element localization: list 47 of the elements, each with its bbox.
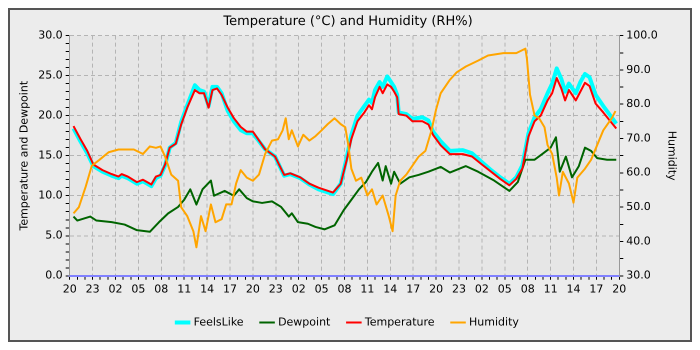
x-tick-label: 20 (62, 282, 77, 296)
y-tick-label: 25.0 (38, 68, 63, 82)
y2-tick-label: 60.0 (626, 166, 651, 179)
x-tick-label: 20 (429, 282, 444, 296)
x-tick-label: 17 (406, 282, 420, 296)
y-tick-label: 15.0 (38, 148, 63, 162)
y2-tick-label: 70.0 (626, 131, 651, 144)
x-tick-label: 23 (452, 282, 466, 296)
x-tick-label: 05 (131, 282, 146, 296)
y2-axis-title: Humidity (666, 130, 679, 182)
y2-tick-label: 90.0 (626, 62, 651, 76)
x-tick-label: 08 (520, 282, 535, 296)
legend-label: Dewpoint (278, 315, 332, 328)
chart-title: Temperature (°C) and Humidity (RH%) (222, 14, 473, 30)
x-tick-label: 14 (383, 282, 398, 296)
y-tick-label: 5.0 (45, 228, 63, 242)
x-tick-label: 08 (338, 282, 352, 296)
x-tick-label: 02 (292, 282, 306, 296)
y-axis-title: Temperature and Dewpoint (17, 80, 30, 232)
x-tick-label: 23 (86, 282, 100, 296)
y-tick-label: 30.0 (38, 28, 63, 42)
x-tick-label: 20 (612, 282, 626, 296)
x-tick-label: 05 (498, 282, 512, 296)
x-tick-label: 17 (222, 282, 237, 296)
x-tick-label: 02 (108, 282, 122, 296)
y2-tick-label: 80.0 (626, 97, 651, 110)
y-tick-label: 20.0 (38, 108, 63, 122)
y2-tick-label: 30.0 (626, 268, 651, 282)
x-tick-label: 05 (314, 282, 329, 296)
y-tick-label: 10.0 (38, 188, 63, 202)
y2-tick-label: 40.0 (626, 234, 651, 248)
legend-label: FeelsLike (194, 315, 244, 328)
x-tick-label: 20 (246, 282, 260, 296)
y-tick-label: 0.0 (45, 268, 63, 282)
x-tick-label: 02 (474, 282, 489, 296)
y2-tick-label: 100.0 (626, 28, 658, 42)
x-tick-label: 23 (268, 282, 283, 296)
x-tick-label: 11 (177, 282, 192, 296)
legend-label: Temperature (364, 315, 435, 328)
x-tick-label: 14 (200, 282, 214, 296)
x-tick-label: 17 (589, 282, 604, 296)
x-tick-label: 08 (154, 282, 168, 296)
y2-tick-label: 50.0 (626, 200, 651, 214)
legend-label: Humidity (469, 315, 520, 328)
x-tick-label: 11 (544, 282, 558, 296)
x-tick-label: 11 (360, 282, 374, 296)
x-tick-label: 14 (566, 282, 581, 296)
